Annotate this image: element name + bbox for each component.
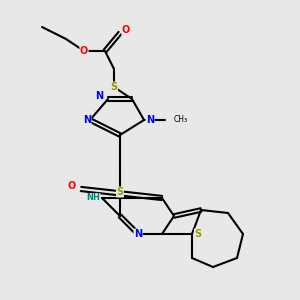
Text: N: N (134, 229, 142, 239)
Text: O: O (80, 46, 88, 56)
Text: S: S (194, 229, 202, 239)
Text: S: S (116, 187, 124, 197)
Text: O: O (122, 25, 130, 35)
Text: N: N (83, 115, 91, 125)
Text: O: O (68, 181, 76, 191)
Text: CH₃: CH₃ (174, 116, 188, 124)
Text: S: S (110, 82, 118, 92)
Text: N: N (95, 91, 103, 101)
Text: NH: NH (86, 194, 100, 202)
Text: N: N (146, 115, 154, 125)
